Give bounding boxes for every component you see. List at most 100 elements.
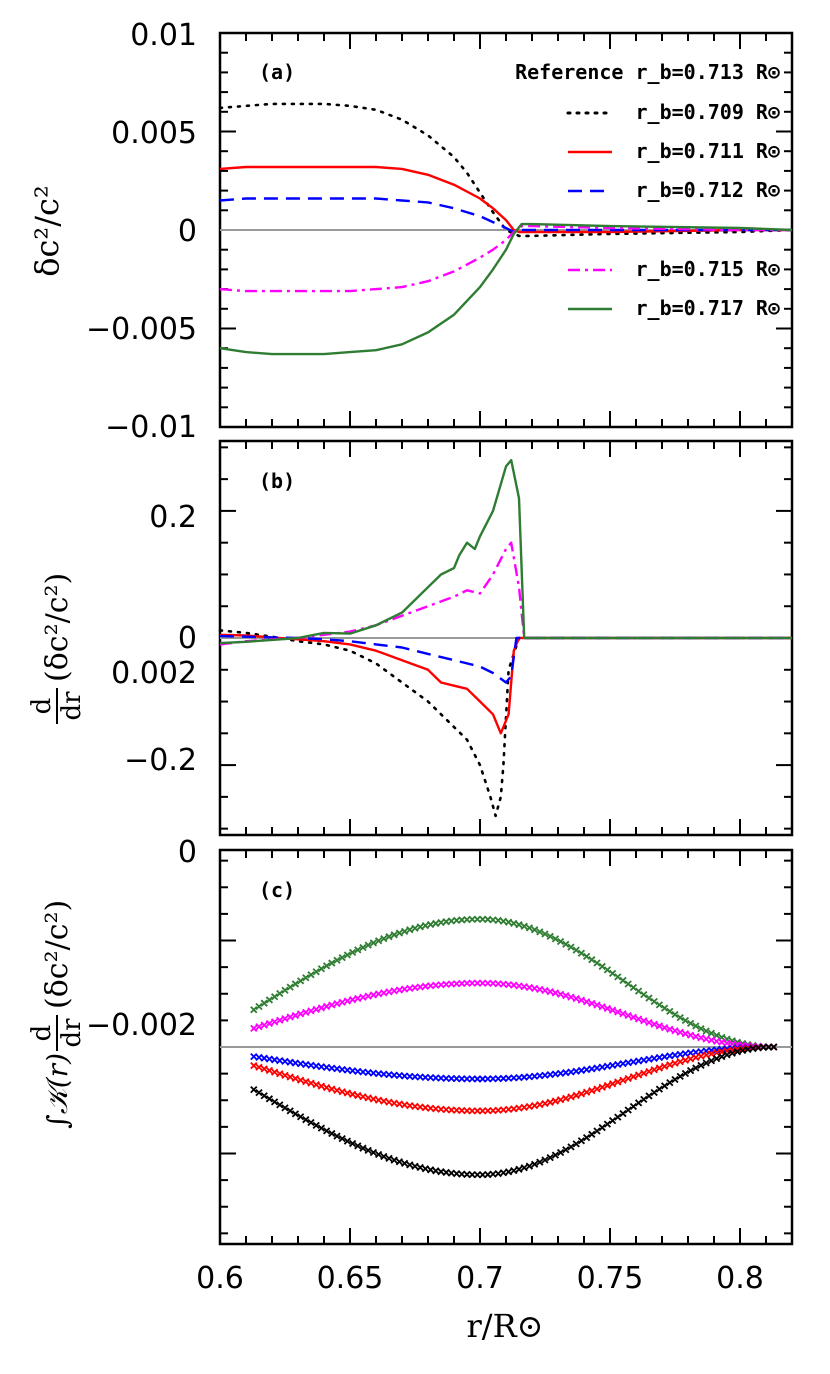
scatter-point-x <box>692 1064 700 1072</box>
scatter-point-x <box>421 1165 430 1173</box>
scatter-point-x <box>681 1069 690 1078</box>
scatter-point-x <box>608 1061 617 1070</box>
scatter-point-x <box>421 982 430 990</box>
scatter-point-x <box>369 1095 378 1103</box>
scatter-point-x <box>603 1120 612 1128</box>
scatter-point-x <box>281 986 289 994</box>
scatter-point-x <box>640 1095 648 1104</box>
scatter-point-x <box>343 951 352 959</box>
scatter-point-x <box>582 1066 591 1074</box>
scatter-point-x <box>260 1065 268 1073</box>
scatter-point-x <box>354 946 362 954</box>
scatter-point-x <box>728 1049 736 1057</box>
scatter-point-x <box>333 1000 341 1008</box>
scatter-point-x <box>369 939 378 947</box>
scatter-point-x <box>624 1074 632 1083</box>
scatter-point-x <box>276 1101 284 1109</box>
panel-c-series-markers <box>250 1043 778 1083</box>
scatter-point-x <box>655 1022 664 1030</box>
scatter-point-x <box>764 1043 773 1051</box>
scatter-point-x <box>369 1148 378 1157</box>
scatter-point-x <box>369 991 378 999</box>
scatter-point-x <box>712 1049 721 1057</box>
scatter-point-x <box>281 1104 289 1112</box>
scatter-point-x <box>333 956 341 964</box>
panel-c-ytick-label: 0.002 <box>111 656 197 691</box>
scatter-point-x <box>749 1044 757 1053</box>
scatter-point-x <box>250 1085 258 1094</box>
scatter-point-x <box>536 1072 544 1080</box>
panel-b-ylabel-rest: (δc²/c²) <box>40 573 75 682</box>
scatter-point-x <box>281 1071 289 1080</box>
scatter-point-x <box>364 1094 372 1102</box>
panel-a-series-line <box>219 165 792 234</box>
scatter-point-x <box>359 943 367 952</box>
scatter-point-x <box>504 1168 513 1176</box>
scatter-point-x <box>338 1135 346 1143</box>
scatter-point-x <box>572 1067 580 1075</box>
scatter-point-x <box>556 937 565 946</box>
scatter-point-x <box>671 1010 679 1019</box>
scatter-point-x <box>458 979 466 988</box>
scatter-point-x <box>530 1101 539 1110</box>
scatter-point-x <box>650 1054 658 1063</box>
panel-b-ylabel-numerator: d <box>27 698 57 715</box>
scatter-point-x <box>593 1085 601 1093</box>
scatter-point-x <box>296 977 305 985</box>
scatter-point-x <box>260 1054 268 1062</box>
scatter-point-x <box>692 1022 700 1030</box>
scatter-point-x <box>312 1121 320 1130</box>
scatter-point-x <box>348 1139 357 1148</box>
scatter-point-x <box>546 1098 554 1106</box>
scatter-point-x <box>624 980 632 988</box>
panel-a-ytick-label: 0.005 <box>111 116 197 151</box>
scatter-point-x <box>759 1043 768 1052</box>
scatter-point-x <box>390 1156 398 1164</box>
scatter-point-x <box>510 1074 518 1082</box>
scatter-point-x <box>426 920 435 929</box>
scatter-point-x <box>328 1129 336 1138</box>
legend-label-0717: r_b=0.717 R⊙ <box>636 296 781 320</box>
scatter-point-x <box>676 1072 684 1081</box>
scatter-point-x <box>364 1146 372 1155</box>
scatter-point-x <box>619 976 627 985</box>
scatter-point-x <box>608 1116 617 1125</box>
legend-label-0709: r_b=0.709 R⊙ <box>636 100 781 124</box>
scatter-point-x <box>400 927 409 935</box>
scatter-point-x <box>307 1007 315 1015</box>
scatter-point-x <box>634 1057 643 1065</box>
panel-b-series-line <box>219 458 792 645</box>
scatter-point-x <box>255 1063 263 1071</box>
scatter-point-x <box>671 1075 679 1084</box>
scatter-point-x <box>432 1167 440 1175</box>
scatter-point-x <box>395 986 404 994</box>
scatter-point-x <box>718 1052 726 1061</box>
scatter-point-x <box>733 1048 742 1056</box>
scatter-point-x <box>385 1154 393 1162</box>
scatter-point-x <box>692 1053 700 1062</box>
scatter-point-x <box>333 1086 341 1094</box>
scatter-point-x <box>598 1083 606 1091</box>
scatter-point-x <box>660 1053 669 1061</box>
scatter-point-x <box>629 1013 638 1021</box>
scatter-point-x <box>536 1158 544 1166</box>
scatter-point-x <box>598 1003 606 1011</box>
panel-c-ylabel: ∫𝒦(r) d dr (δc²/c²) <box>27 900 87 1129</box>
scatter-point-x <box>681 1049 690 1058</box>
scatter-point-x <box>374 1150 383 1159</box>
scatter-point-x <box>395 1100 404 1108</box>
scatter-point-x <box>322 1127 331 1135</box>
scatter-point-x <box>614 1008 622 1016</box>
scatter-point-x <box>296 1113 305 1121</box>
scatter-point-x <box>567 1143 575 1151</box>
scatter-point-x <box>265 996 274 1004</box>
scatter-point-x <box>770 1043 778 1051</box>
scatter-point-x <box>515 1104 523 1112</box>
scatter-point-x <box>629 1102 638 1111</box>
scatter-point-x <box>707 1036 716 1044</box>
scatter-point-x <box>640 990 648 999</box>
scatter-point-x <box>265 1055 274 1063</box>
scatter-point-x <box>718 1045 726 1054</box>
scatter-point-x <box>499 917 508 925</box>
scatter-point-x <box>478 1107 487 1115</box>
